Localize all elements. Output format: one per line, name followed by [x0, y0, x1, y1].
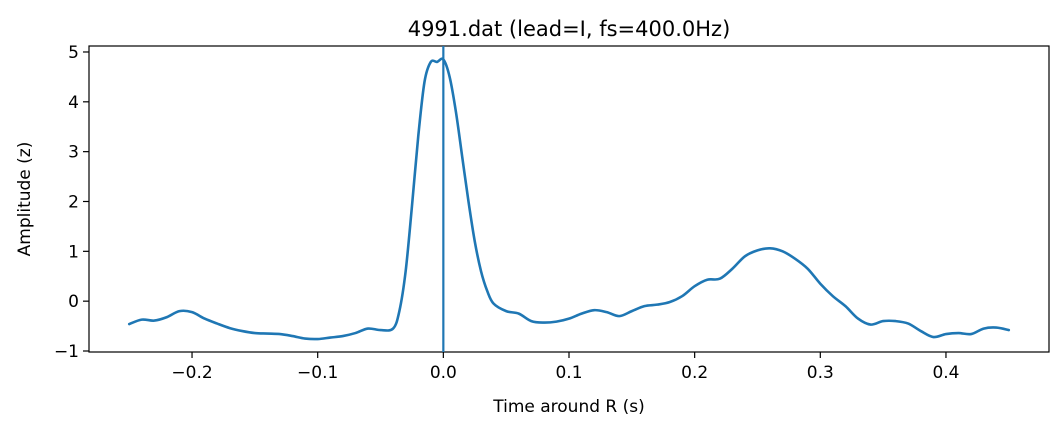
- x-axis: −0.2 −0.1 0.0 0.1 0.2 0.3 0.4: [171, 352, 959, 383]
- y-tick-label: 0: [68, 292, 79, 312]
- x-tick-label: 0.2: [681, 363, 708, 383]
- x-axis-label: Time around R (s): [492, 397, 645, 417]
- series-line: [127, 57, 1011, 341]
- x-tick-label: 0.4: [932, 363, 959, 383]
- x-tick-label: 0.1: [555, 363, 582, 383]
- x-tick-label: 0.0: [430, 363, 457, 383]
- y-axis-label: Amplitude (z): [15, 142, 35, 257]
- chart-title: 4991.dat (lead=I, fs=400.0Hz): [408, 17, 731, 41]
- y-tick-label: 3: [68, 143, 79, 163]
- y-tick-label: 5: [68, 43, 79, 63]
- x-tick-label: −0.1: [297, 363, 338, 383]
- y-tick-label: 1: [68, 242, 79, 262]
- y-tick-label: 4: [68, 93, 79, 113]
- x-tick-label: 0.3: [807, 363, 834, 383]
- y-tick-label: −1: [54, 342, 79, 362]
- x-tick-label: −0.2: [171, 363, 212, 383]
- y-axis: −1 0 1 2 3 4 5: [54, 43, 89, 362]
- y-tick-label: 2: [68, 192, 79, 212]
- plot-frame: [88, 45, 1050, 353]
